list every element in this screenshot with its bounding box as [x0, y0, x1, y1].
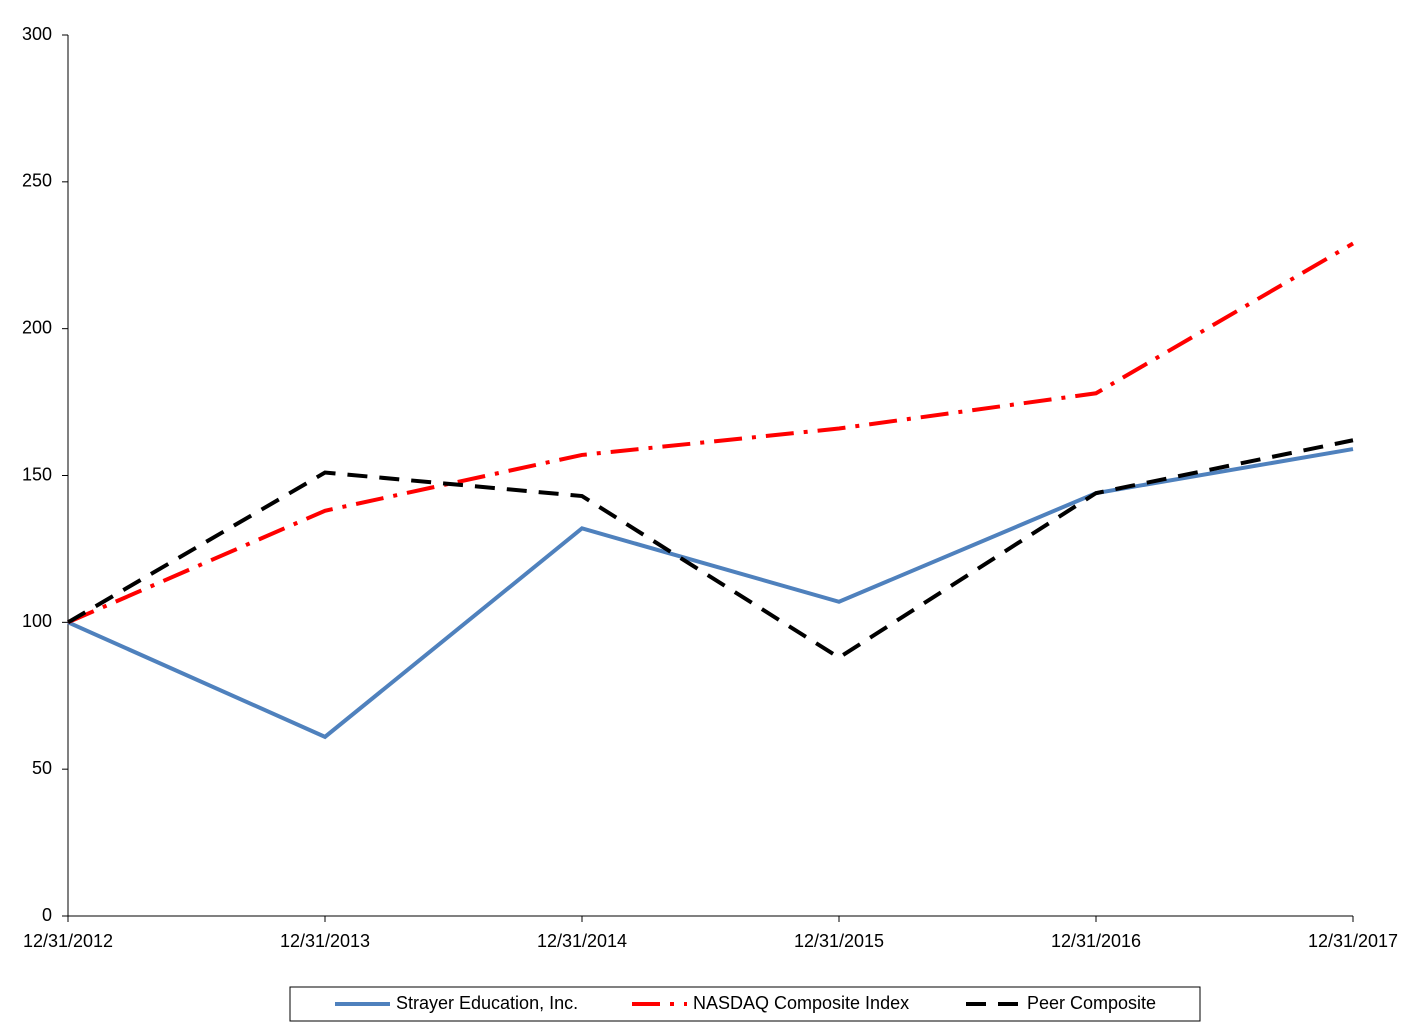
- x-tick-label: 12/31/2014: [537, 931, 627, 951]
- y-tick-label: 200: [22, 317, 52, 337]
- x-tick-label: 12/31/2016: [1051, 931, 1141, 951]
- legend-label: Peer Composite: [1027, 993, 1156, 1013]
- series-line: [66, 438, 1354, 660]
- legend-label: NASDAQ Composite Index: [693, 993, 909, 1013]
- series-line: [67, 447, 1354, 740]
- y-tick-label: 100: [22, 611, 52, 631]
- y-tick-label: 250: [22, 171, 52, 191]
- y-tick-label: 50: [32, 758, 52, 778]
- x-tick-label: 12/31/2013: [280, 931, 370, 951]
- x-tick-label: 12/31/2015: [794, 931, 884, 951]
- series-line: [67, 241, 1355, 625]
- y-tick-label: 0: [42, 905, 52, 925]
- legend-label: Strayer Education, Inc.: [396, 993, 578, 1013]
- x-tick-label: 12/31/2012: [23, 931, 113, 951]
- y-tick-label: 300: [22, 24, 52, 44]
- y-tick-label: 150: [22, 464, 52, 484]
- x-tick-label: 12/31/2017: [1308, 931, 1398, 951]
- legend-box: [289, 986, 1201, 1022]
